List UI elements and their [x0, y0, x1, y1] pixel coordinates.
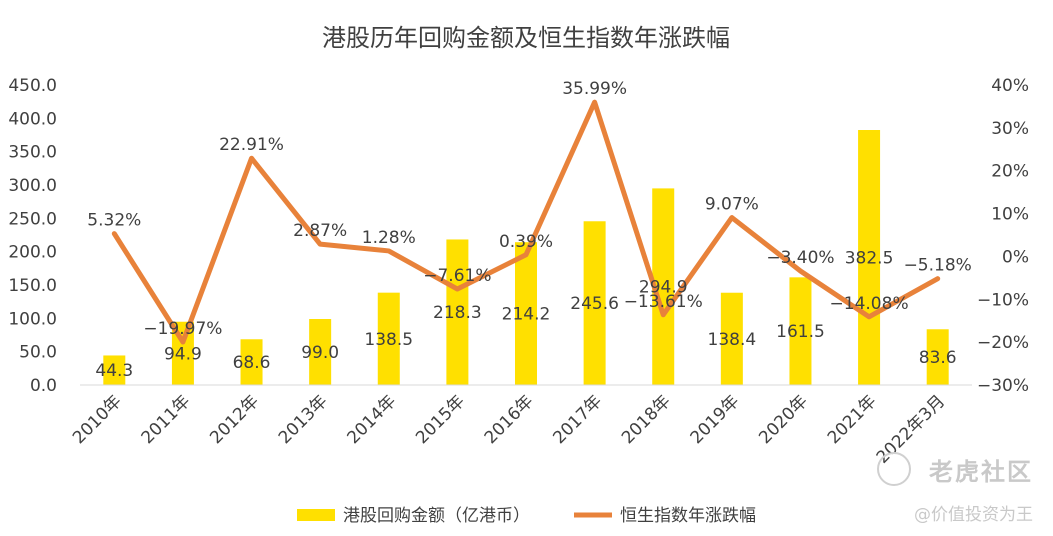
line-value-label: 2.87%: [293, 221, 347, 241]
right-axis-tick-label: 0%: [1002, 247, 1029, 267]
line-value-label: 1.28%: [362, 228, 416, 248]
line-value-label: 22.91%: [219, 135, 284, 155]
bar: [652, 188, 675, 385]
x-axis-tick-label: 2010年: [69, 391, 126, 448]
line-value-label: 9.07%: [705, 195, 759, 215]
left-axis-tick-label: 100.0: [8, 309, 57, 329]
bar-value-label: 99.0: [301, 343, 339, 363]
x-axis: 2010年 2011年 2012年 2013年 2014年 2015年 2016年 2017年…: [69, 384, 972, 468]
bar: [515, 242, 537, 385]
bar-value-label: 44.3: [95, 361, 133, 381]
watermark-brand: 老虎社区: [929, 458, 1033, 486]
left-axis-tick-label: 200.0: [8, 243, 57, 263]
left-axis-tick-label: 50.0: [19, 343, 57, 363]
bar-value-label: 161.5: [776, 322, 825, 342]
bar: [309, 319, 332, 385]
bar-value-label: 83.6: [919, 348, 957, 368]
bar: [926, 329, 949, 385]
legend-bar-label: 港股回购金额（亿港币）: [343, 506, 530, 526]
bar-value-label: 138.5: [364, 330, 413, 350]
line-series: [111, 99, 941, 345]
bar-value-label: 218.3: [433, 303, 482, 323]
left-axis-tick-label: 400.0: [8, 109, 57, 129]
left-axis-tick-label: 150.0: [8, 276, 57, 296]
bar-value-label: 245.6: [570, 294, 619, 314]
bar-value-label: 68.6: [233, 353, 271, 373]
line-value-label: −5.18%: [904, 256, 972, 276]
x-axis-tick-label: 2020年: [755, 391, 812, 448]
x-axis-tick-label: 2019年: [687, 391, 744, 448]
bar-labels: 44.3 94.9 68.6 99.0 138.5 218.3 214.2 245.6 294.…: [95, 249, 956, 382]
x-axis-tick-label: 2012年: [206, 391, 263, 448]
right-axis-tick-label: −20%: [977, 333, 1029, 353]
line-value-label: −14.08%: [830, 294, 909, 314]
left-axis: 0.0 50.0 100.0 150.0 200.0 250.0 300.0 350.0 400…: [8, 76, 57, 396]
bar-value-label: 294.9: [639, 278, 688, 298]
bar: [858, 130, 881, 385]
bar: [377, 292, 400, 385]
x-axis-tick-label: 2018年: [618, 391, 675, 448]
line-value-label: −19.97%: [143, 319, 222, 339]
bar: [240, 339, 263, 385]
x-axis-tick-label: 2021年: [824, 391, 881, 448]
left-axis-tick-label: 250.0: [8, 209, 57, 229]
bar-value-label: 382.5: [845, 249, 894, 269]
bar-value-label: 214.2: [502, 305, 551, 325]
right-axis-tick-label: 20%: [991, 162, 1029, 182]
bar: [583, 221, 606, 385]
x-axis-tick-label: 2017年: [549, 391, 606, 448]
x-axis-tick-label: 2016年: [481, 391, 538, 448]
bar-value-label: 138.4: [708, 330, 757, 350]
x-axis-tick-label: 2014年: [344, 391, 401, 448]
line-value-label: 0.39%: [499, 232, 553, 252]
right-axis-tick-label: −30%: [977, 376, 1029, 396]
bar: [789, 277, 812, 385]
bar: [720, 292, 743, 385]
line-path: [111, 99, 941, 345]
chart-title: 港股历年回购金额及恒生指数年涨跌幅: [322, 24, 730, 52]
line-value-label: 5.32%: [87, 211, 141, 231]
legend-line-label: 恒生指数年涨跌幅: [620, 506, 756, 526]
bar: [446, 239, 469, 385]
right-axis-tick-label: 40%: [991, 76, 1029, 96]
x-axis-tick-label: 2013年: [275, 391, 332, 448]
left-axis-tick-label: 450.0: [8, 76, 57, 96]
line-value-label: 35.99%: [562, 79, 627, 99]
left-axis-tick-label: 0.0: [30, 376, 57, 396]
legend: 港股回购金额（亿港币） 恒生指数年涨跌幅: [297, 506, 756, 526]
watermark-logo-icon: [877, 452, 911, 486]
x-axis-tick-label: 2015年: [412, 391, 469, 448]
right-axis-tick-label: 10%: [991, 205, 1029, 225]
bar-series: [103, 130, 949, 385]
bar-value-label: 94.9: [164, 344, 202, 364]
line-value-label: −3.40%: [766, 248, 834, 268]
legend-bar-swatch: [297, 509, 335, 521]
right-axis-tick-label: 30%: [991, 119, 1029, 139]
watermark-user: @价值投资为王: [914, 505, 1033, 525]
line-labels: 5.32% −19.97% 22.91% 2.87% 1.28% −7.61% 0.39% 3…: [87, 79, 972, 339]
x-axis-tick-label: 2011年: [138, 391, 195, 448]
right-axis-tick-label: −10%: [977, 290, 1029, 310]
left-axis-tick-label: 350.0: [8, 143, 57, 163]
line-value-label: −7.61%: [423, 266, 491, 286]
bar: [103, 355, 126, 385]
left-axis-tick-label: 300.0: [8, 176, 57, 196]
right-axis: −30% −20% −10% 0% 10% 20% 30% 40%: [977, 76, 1029, 396]
line-value-label: −13.61%: [624, 292, 703, 312]
